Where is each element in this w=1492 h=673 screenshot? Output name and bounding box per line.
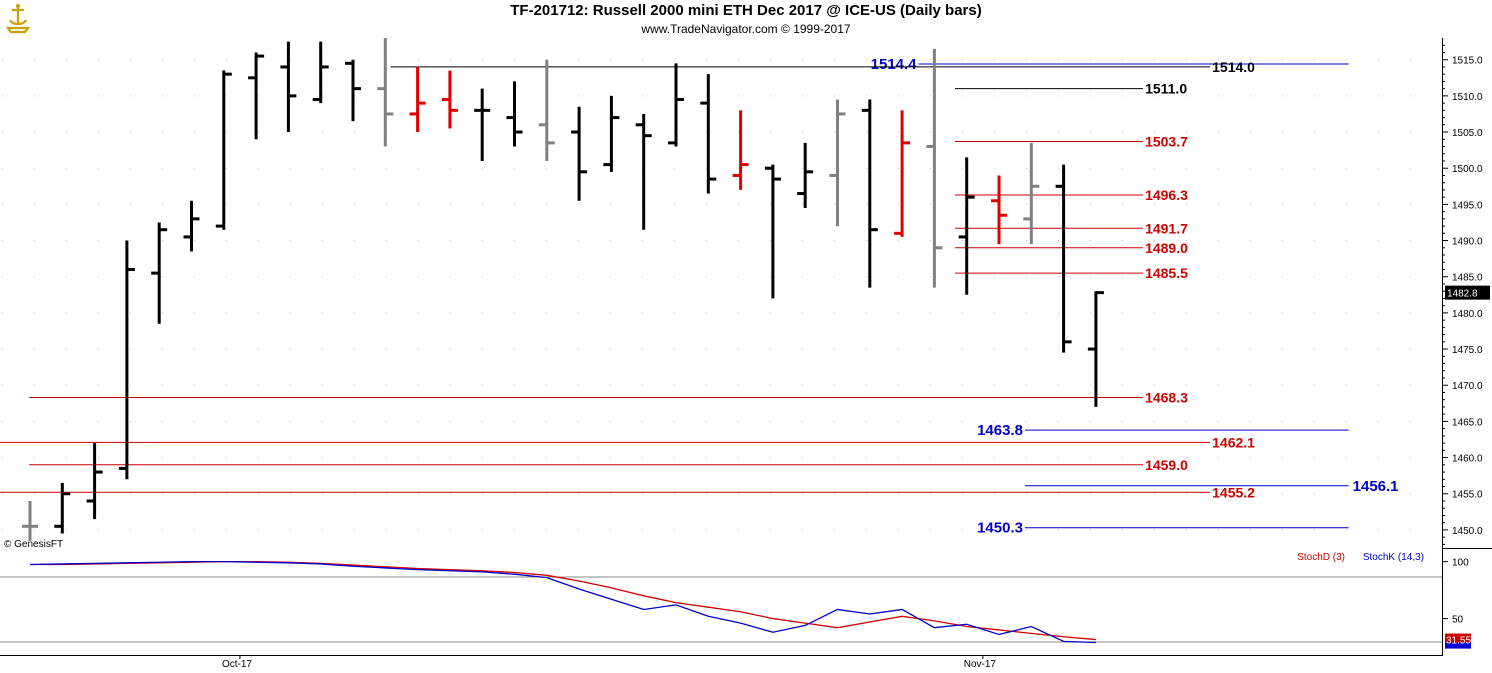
price-tick-label-8: 1475.0	[1452, 345, 1483, 356]
ohlc-bar-13[interactable]	[441, 70, 458, 129]
stoch-k-line	[29, 561, 1096, 644]
price-tick-label-3: 1500.0	[1452, 164, 1483, 175]
price-tick-label-1: 1510.0	[1452, 92, 1483, 103]
ohlc-bar-12[interactable]	[409, 66, 426, 133]
stoch-tick-label-1: 50	[1452, 615, 1464, 626]
ohlc-bar-3[interactable]	[118, 240, 135, 480]
level-label-2: 1511.0	[1145, 81, 1187, 97]
level-label-11: 1459.0	[1145, 457, 1188, 473]
level-label-7: 1485.5	[1145, 265, 1188, 281]
stoch-tick-label-0: 100	[1452, 558, 1469, 569]
ohlc-bar-1[interactable]	[54, 482, 71, 534]
level-label-6: 1489.0	[1145, 240, 1188, 256]
ohlc-bar-2[interactable]	[86, 443, 103, 520]
ohlc-bar-25[interactable]	[829, 99, 846, 227]
chart-title: TF-201712: Russell 2000 mini ETH Dec 201…	[510, 2, 982, 19]
legend-entry-1: StochK (14,3)	[1363, 552, 1424, 563]
price-tick-label-7: 1480.0	[1452, 309, 1483, 320]
ohlc-bar-9[interactable]	[312, 41, 329, 104]
ohlc-bar-31[interactable]	[1023, 142, 1040, 245]
price-grid	[2, 59, 1440, 531]
level-label-8: 1468.3	[1145, 390, 1188, 406]
ohlc-bar-15[interactable]	[506, 81, 523, 147]
last-price-label: 1482.8	[1447, 289, 1478, 300]
price-tick-label-12: 1455.0	[1452, 490, 1483, 501]
price-tick-label-10: 1465.0	[1452, 417, 1483, 428]
ohlc-bar-19[interactable]	[635, 113, 652, 230]
ohlc-bar-29[interactable]	[958, 157, 975, 295]
level-label-5: 1491.7	[1145, 220, 1188, 236]
level-label-3: 1503.7	[1145, 133, 1188, 149]
stochastic-panel: 100 50 StochD (3) StochK (14,3) 31.55	[29, 552, 1471, 649]
legend-entry-0: StochD (3)	[1297, 552, 1345, 563]
ohlc-bar-16[interactable]	[538, 59, 555, 161]
ohlc-bar-14[interactable]	[474, 88, 491, 161]
ohlc-bar-26[interactable]	[861, 99, 878, 288]
price-tick-label-5: 1490.0	[1452, 237, 1483, 248]
level-label-12: 1456.1	[1353, 478, 1399, 495]
ohlc-bar-8[interactable]	[280, 41, 297, 133]
chart-subtitle: www.TradeNavigator.com © 1999-2017	[641, 22, 851, 36]
price-tick-label-4: 1495.0	[1452, 200, 1483, 211]
price-tick-label-9: 1470.0	[1452, 381, 1483, 392]
level-label-1: 1514.0	[1212, 59, 1255, 75]
ohlc-bar-23[interactable]	[764, 164, 781, 299]
ohlc-bar-18[interactable]	[603, 95, 620, 172]
level-label-0: 1514.4	[871, 56, 918, 73]
stoch-last-value: 31.55	[1446, 636, 1471, 647]
trade-navigator-logo-icon	[3, 2, 33, 34]
ohlc-bar-22[interactable]	[732, 110, 749, 190]
time-axis[interactable]: Oct-17 Nov-17	[222, 655, 996, 670]
price-tick-label-11: 1460.0	[1452, 454, 1483, 465]
price-tick-label-6: 1485.0	[1452, 273, 1483, 284]
ohlc-bar-20[interactable]	[668, 63, 684, 147]
price-axis[interactable]: 1515.0 1510.0 1505.0 1500.0 1495.0 1490.0 1485…	[1443, 44, 1490, 545]
stoch-last-badge-k	[1445, 642, 1471, 649]
ohlc-bar-6[interactable]	[215, 70, 232, 230]
ohlc-bar-28[interactable]	[926, 48, 943, 288]
watermark: © GenesisFT	[4, 539, 63, 550]
level-label-10: 1462.1	[1212, 434, 1255, 450]
chart-header: TF-201712: Russell 2000 mini ETH Dec 201…	[0, 0, 1492, 38]
ohlc-bar-11[interactable]	[377, 38, 394, 147]
ohlc-bar-33[interactable]	[1087, 291, 1104, 407]
ohlc-bar-4[interactable]	[151, 222, 168, 324]
time-tick-label-0: Oct-17	[222, 659, 252, 670]
ohlc-bar-7[interactable]	[248, 52, 265, 140]
ohlc-bar-24[interactable]	[797, 142, 814, 208]
level-label-14: 1450.3	[977, 520, 1023, 537]
ohlc-bar-0[interactable]	[22, 500, 38, 541]
level-label-4: 1496.3	[1145, 187, 1188, 203]
ohlc-bar-17[interactable]	[571, 106, 588, 201]
time-tick-label-1: Nov-17	[964, 659, 997, 670]
ohlc-bar-5[interactable]	[183, 200, 200, 252]
price-tick-label-2: 1505.0	[1452, 128, 1483, 139]
ohlc-bar-32[interactable]	[1055, 164, 1072, 353]
price-levels: 1514.4 1514.0 1511.0 1503.7 1496.3 1491.7 1489…	[0, 56, 1399, 537]
level-label-13: 1455.2	[1212, 484, 1255, 500]
price-tick-label-13: 1450.0	[1452, 526, 1483, 537]
ohlc-bar-30[interactable]	[991, 175, 1007, 245]
ohlc-bar-10[interactable]	[345, 59, 361, 122]
price-tick-label-0: 1515.0	[1452, 56, 1483, 67]
level-label-9: 1463.8	[977, 422, 1023, 439]
last-price-badge	[1445, 285, 1490, 300]
ohlc-bar-27[interactable]	[894, 110, 911, 237]
ohlc-bar-21[interactable]	[700, 74, 717, 194]
ohlc-bars	[22, 38, 1104, 541]
